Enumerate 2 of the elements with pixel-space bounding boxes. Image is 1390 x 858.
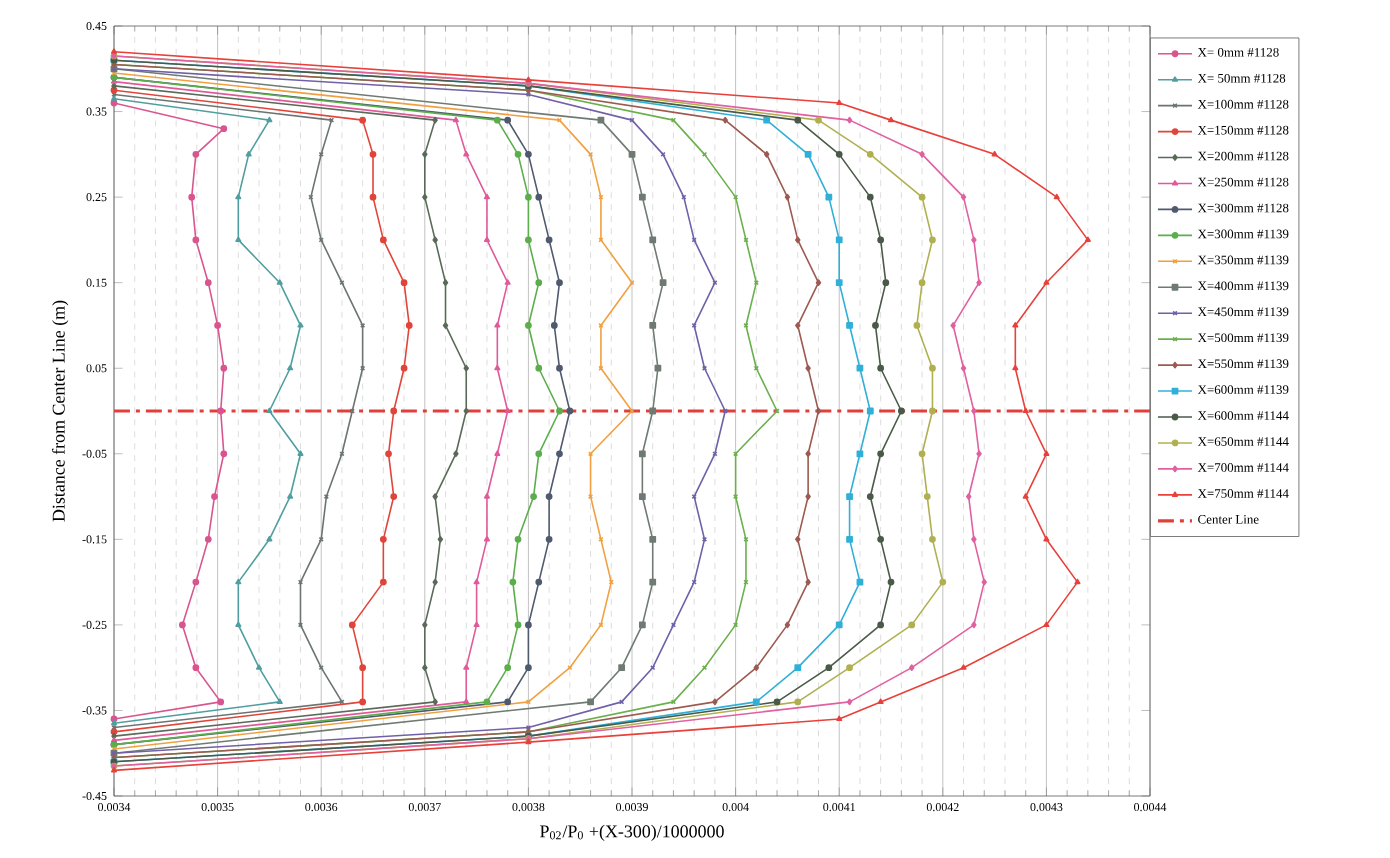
y-axis-title: Distance from Center Line (m) bbox=[51, 300, 69, 522]
x-axis-title: P$_{02}$/P$_{0}$ +(X-300)/1000000 bbox=[540, 824, 724, 842]
